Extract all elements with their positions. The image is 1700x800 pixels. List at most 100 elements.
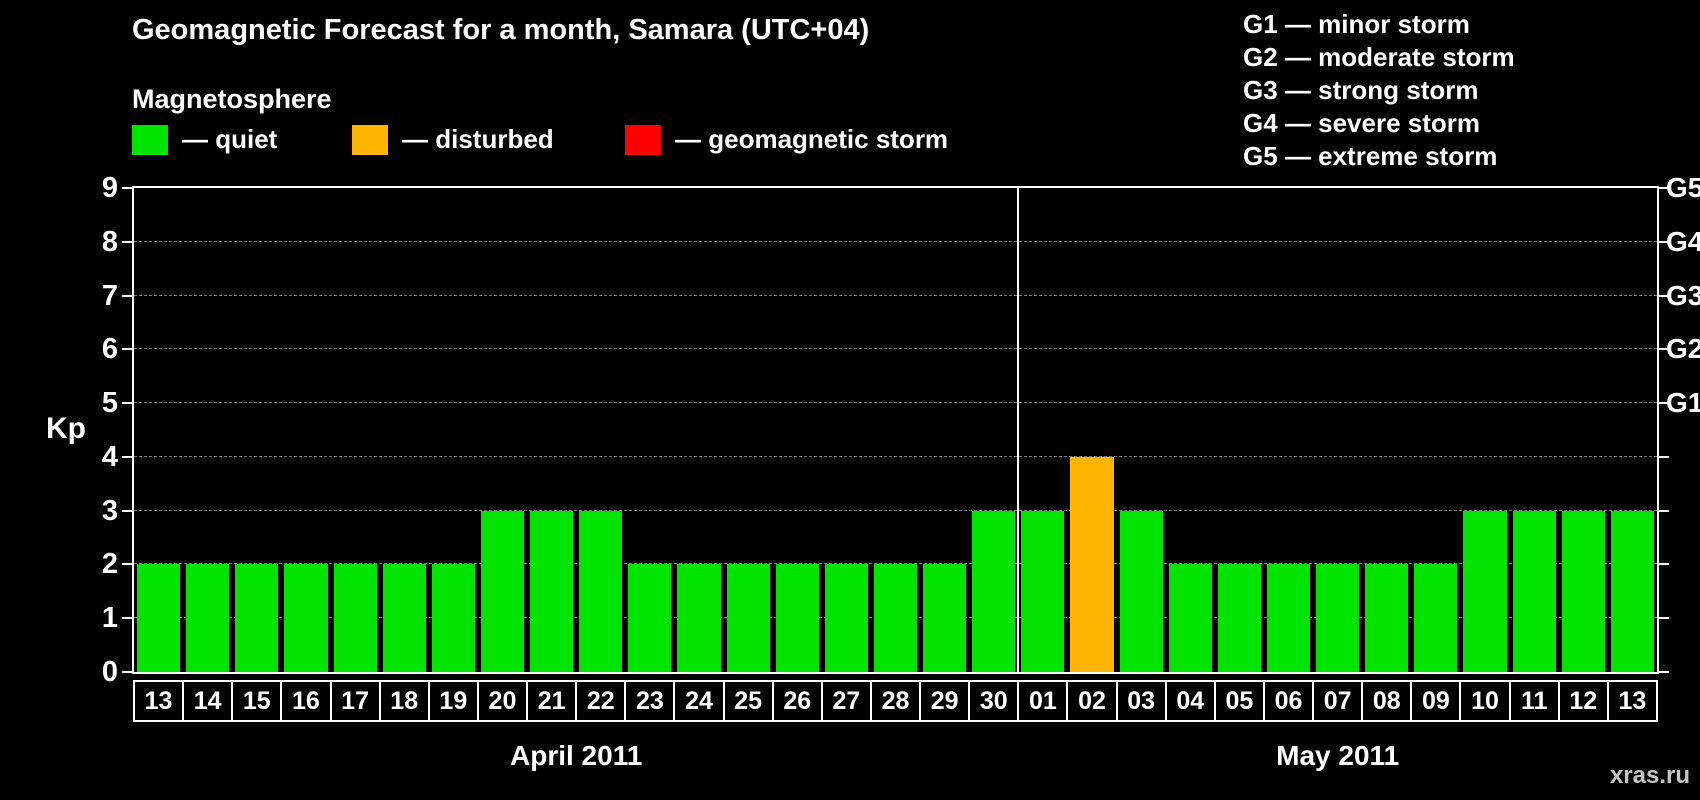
storm-scale-line-g5: G5 — extreme storm [1243, 141, 1498, 171]
chart-title: Geomagnetic Forecast for a month, Samara… [132, 14, 870, 46]
storm-scale-line-g3: G3 — strong storm [1243, 75, 1479, 105]
x-tick-label-day-23: 23 [624, 680, 676, 722]
y-axis-tick [122, 563, 132, 566]
y-axis-tick [122, 294, 132, 297]
legend-item-quiet-label: — quiet [182, 124, 278, 154]
legend-item-disturbed-label: — disturbed [402, 124, 554, 154]
right-axis-tick [1659, 187, 1669, 189]
kp-bar-28 [873, 564, 918, 672]
x-tick-label-day-26: 26 [771, 680, 823, 722]
y-axis-tick [122, 617, 132, 620]
x-tick-label-day-07: 07 [1312, 680, 1364, 722]
kp-bar-26 [775, 564, 819, 672]
storm-scale-line-g2: G2 — moderate storm [1243, 42, 1515, 72]
y-axis-tick [122, 402, 132, 405]
right-tick-label-g3: G3 [1666, 279, 1700, 311]
x-tick-label-day-28: 28 [869, 680, 922, 722]
legend-item-disturbed: — disturbed [352, 124, 554, 155]
x-tick-label-day-15: 15 [231, 680, 283, 722]
storm-scale-line-g4: G4 — severe storm [1243, 108, 1481, 138]
x-tick-label-day-02: 02 [1066, 680, 1118, 722]
x-tick-label-day-06: 06 [1262, 680, 1315, 722]
kp-bar-06 [1266, 564, 1311, 672]
x-tick-label-day-11: 11 [1508, 680, 1560, 722]
gridline-kp-3 [134, 509, 1657, 511]
x-tick-label-day-17: 17 [329, 680, 381, 722]
x-tick-label-day-14: 14 [182, 680, 234, 722]
x-tick-label-day-21: 21 [526, 680, 578, 722]
y-axis-tick-labels: 0 1 2 3 4 5 6 7 8 9 [0, 172, 118, 688]
x-tick-label-day-10: 10 [1459, 680, 1511, 722]
legend-item-storm-label: — geomagnetic storm [675, 124, 949, 154]
x-tick-label-day-08: 08 [1361, 680, 1413, 722]
y-axis-tick [122, 187, 132, 189]
right-axis-tick [1659, 348, 1669, 351]
kp-bar-12 [1561, 510, 1605, 672]
kp-bar-29 [923, 564, 967, 672]
x-tick-label-day-16: 16 [280, 680, 332, 722]
kp-bar-17 [333, 564, 377, 672]
gridline-kp-5 [134, 402, 1657, 404]
x-tick-label-day-03: 03 [1115, 680, 1167, 722]
plot-area [122, 186, 1669, 674]
watermark: xras.ru [1609, 762, 1690, 789]
y-axis-title: Kp [46, 412, 86, 445]
legend-item-quiet: — quiet [132, 124, 277, 155]
x-tick-label-day-19: 19 [427, 680, 479, 722]
storm-scale-legend: G1 — minor storm G2 — moderate storm G3 … [1243, 8, 1515, 173]
right-axis-tick [1659, 617, 1669, 620]
kp-bar-03 [1119, 510, 1163, 672]
x-tick-label-day-13: 13 [133, 680, 185, 722]
month-label-may: May 2011 [1276, 740, 1400, 771]
x-tick-label-day-12: 12 [1557, 680, 1609, 722]
gridline-kp-2 [134, 563, 1657, 565]
kp-bar-16 [284, 564, 328, 672]
kp-bar-20 [480, 510, 525, 672]
kp-bar-27 [824, 564, 868, 672]
x-tick-label-day-25: 25 [722, 680, 774, 722]
x-tick-label-day-05: 05 [1213, 680, 1265, 722]
gridline-kp-8 [134, 240, 1657, 242]
x-tick-label-day-24: 24 [673, 680, 725, 722]
kp-bar-11 [1512, 510, 1556, 672]
kp-bar-24 [677, 564, 721, 672]
month-separator-line [1017, 188, 1020, 672]
x-tick-label-day-18: 18 [378, 680, 430, 722]
month-label-april: April 2011 [510, 740, 643, 771]
kp-bar-13 [1610, 510, 1654, 672]
right-tick-label-g2: G2 [1666, 333, 1700, 365]
right-tick-label-g5: G5 [1666, 172, 1700, 203]
kp-bar-13 [137, 564, 181, 672]
right-tick-label-g1: G1 [1666, 387, 1700, 419]
kp-bar-10 [1463, 510, 1507, 672]
y-tick-label-4: 4 [101, 440, 118, 473]
right-axis-tick [1659, 509, 1669, 512]
x-tick-label-day-29: 29 [919, 680, 971, 722]
kp-bar-05 [1217, 564, 1261, 672]
right-axis-tick [1659, 671, 1669, 673]
y-tick-label-1: 1 [101, 602, 118, 635]
kp-bar-09 [1414, 564, 1458, 672]
y-tick-label-6: 6 [101, 333, 118, 366]
right-axis-tick [1659, 240, 1669, 243]
y-tick-label-9: 9 [101, 172, 118, 204]
y-axis-tick [122, 240, 132, 243]
kp-bar-22 [579, 510, 623, 672]
kp-bar-01 [1021, 510, 1065, 672]
kp-bar-08 [1365, 564, 1409, 672]
x-tick-label-day-27: 27 [820, 680, 872, 722]
kp-bar-30 [972, 510, 1016, 672]
x-tick-label-day-13: 13 [1606, 680, 1658, 722]
y-tick-label-3: 3 [101, 494, 118, 527]
magnetosphere-legend-heading: Magnetosphere [132, 84, 332, 114]
y-tick-label-2: 2 [101, 548, 118, 581]
y-axis-tick [122, 509, 132, 512]
disturbed-color-swatch [352, 124, 388, 155]
x-tick-label-day-20: 20 [476, 680, 529, 722]
y-tick-label-5: 5 [101, 387, 118, 420]
y-axis-tick [122, 348, 132, 351]
storm-scale-line-g1: G1 — minor storm [1243, 9, 1470, 39]
kp-bar-21 [530, 510, 574, 672]
x-tick-label-day-09: 09 [1410, 680, 1462, 722]
